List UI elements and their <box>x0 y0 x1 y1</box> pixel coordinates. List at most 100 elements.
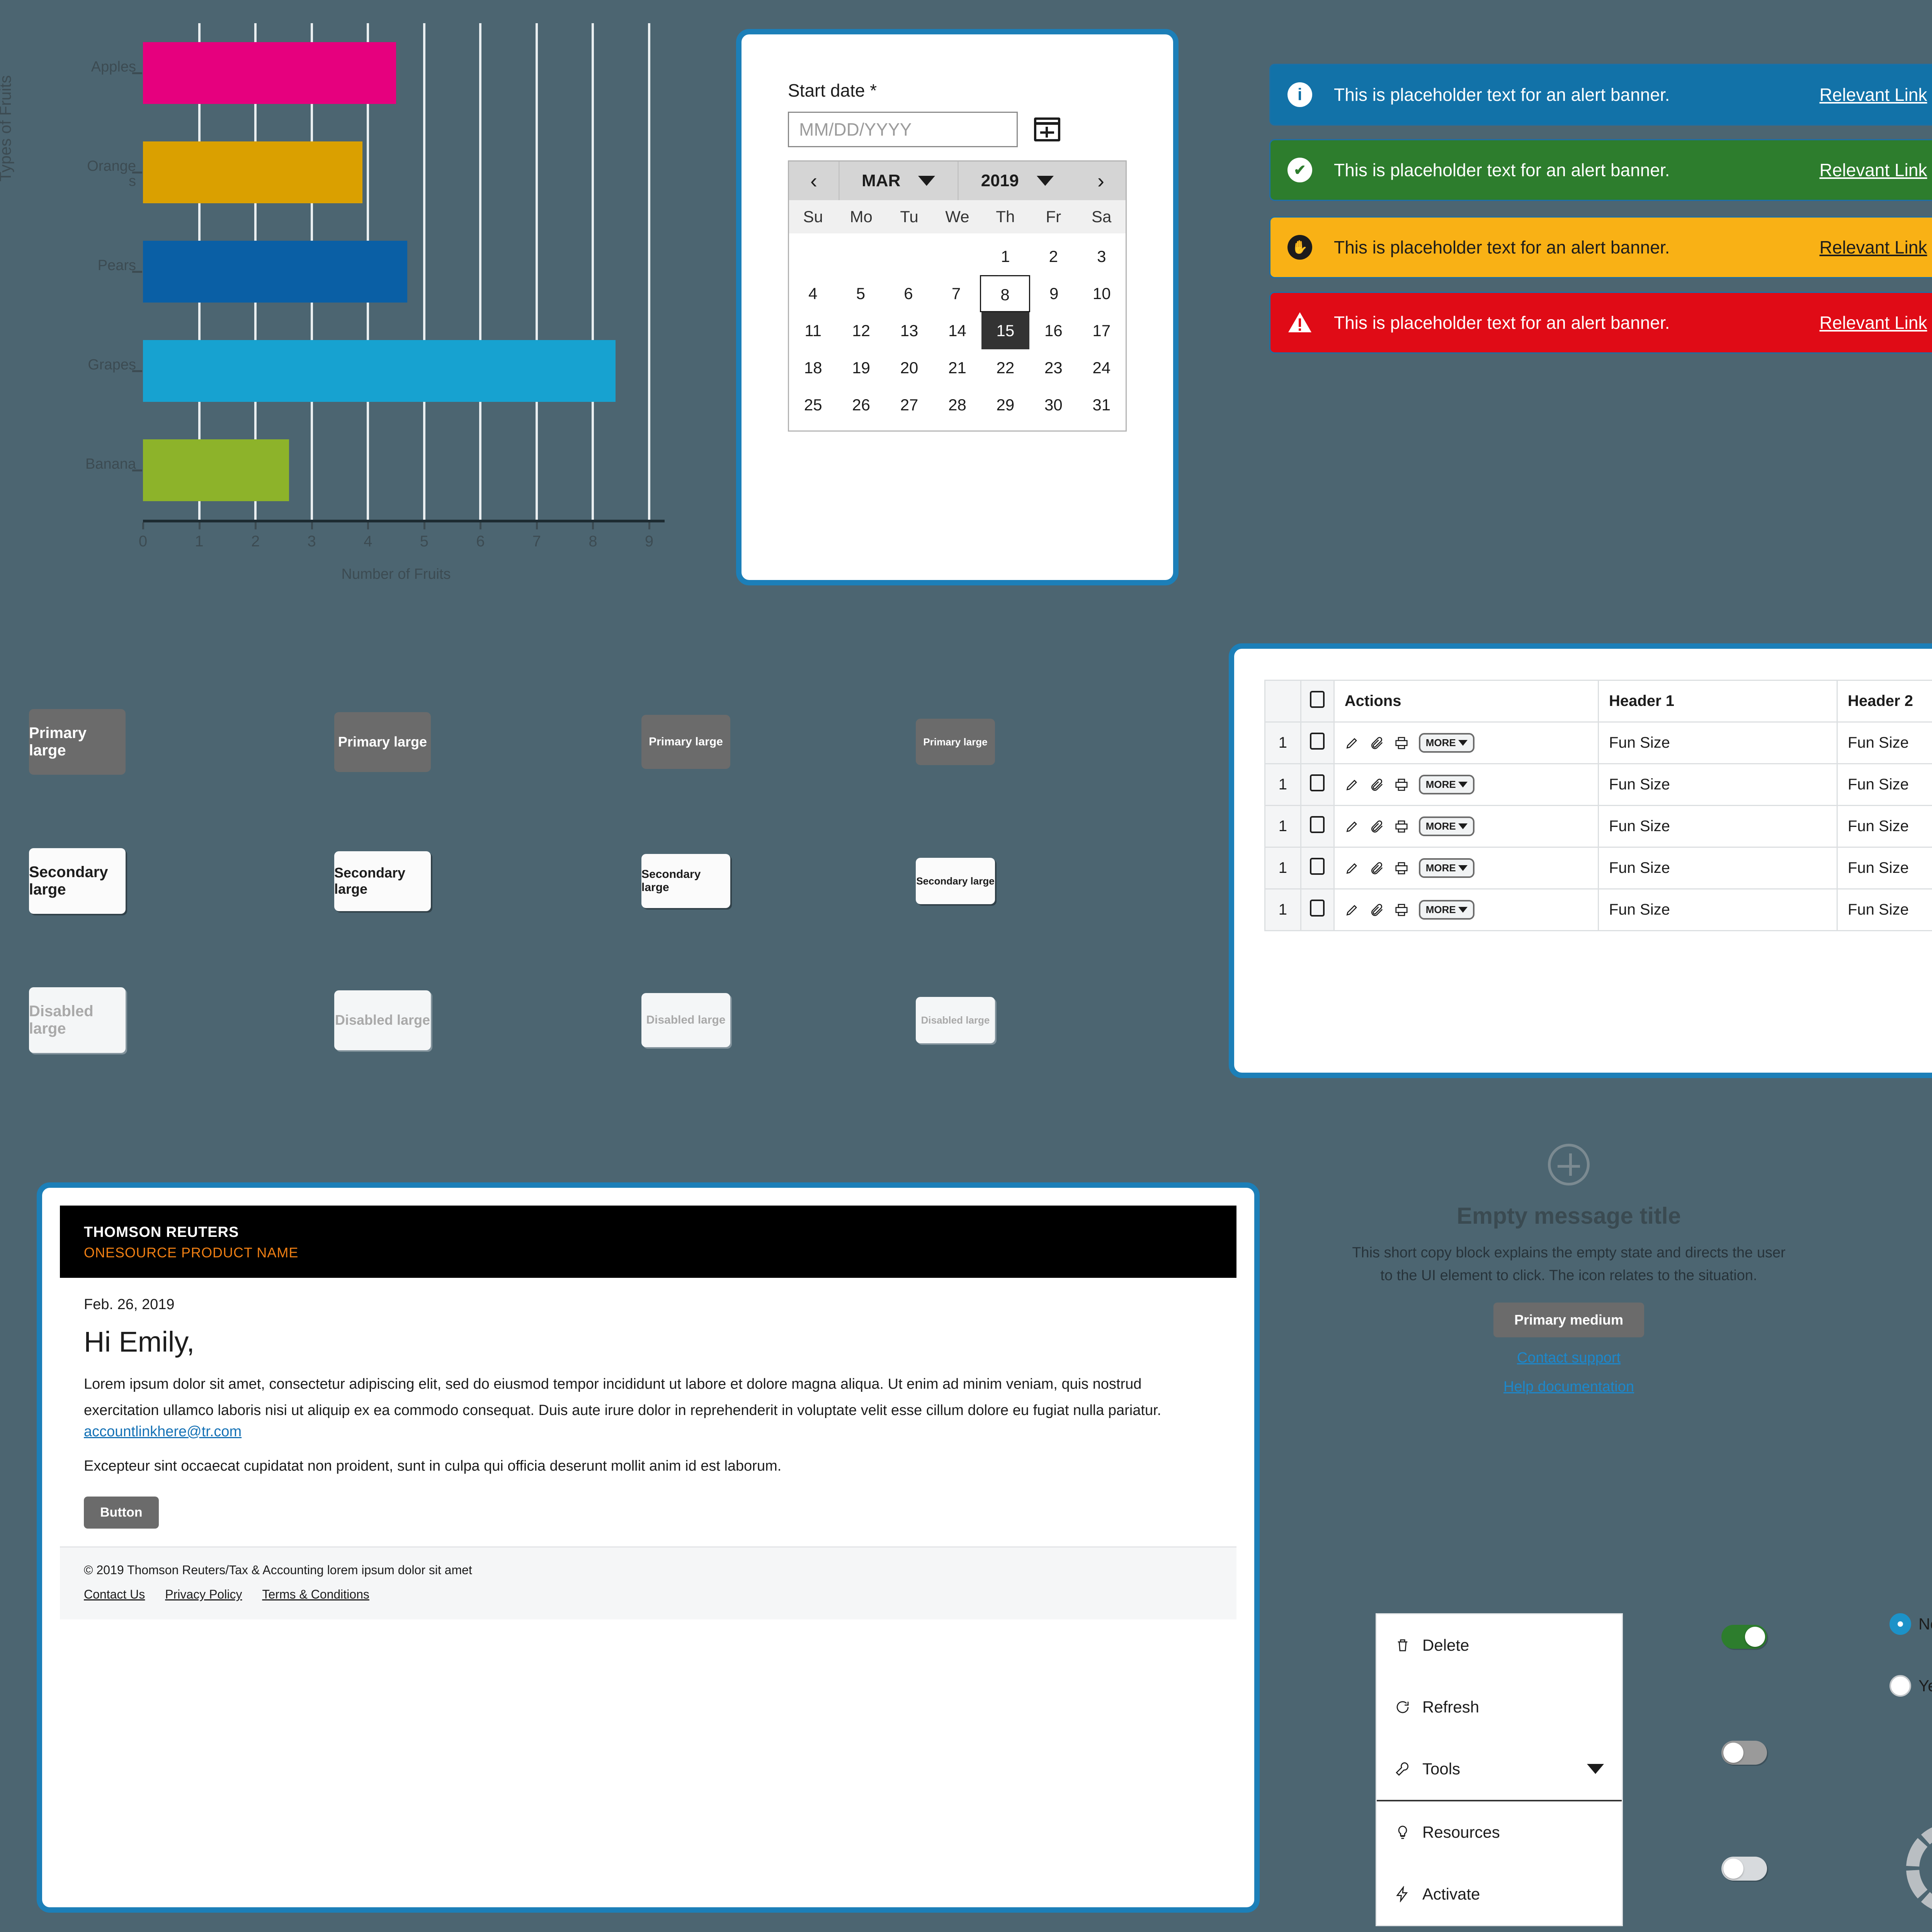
row-checkbox-cell[interactable] <box>1300 721 1335 764</box>
more-dropdown-button[interactable]: MORE <box>1418 733 1475 753</box>
calendar-day-4[interactable]: 4 <box>808 284 818 303</box>
edit-icon[interactable] <box>1345 777 1359 792</box>
calendar-day-9[interactable]: 9 <box>1049 284 1059 303</box>
primary-large-button-0[interactable]: Primary large <box>29 709 126 775</box>
attach-icon[interactable] <box>1369 819 1384 834</box>
toggle-switch-disabled[interactable] <box>1721 1857 1767 1881</box>
row-checkbox[interactable] <box>1310 774 1325 791</box>
contact-support-link[interactable]: Contact support <box>1517 1349 1621 1366</box>
calendar-day-29[interactable]: 29 <box>996 396 1015 414</box>
empty-state-cta-button[interactable]: Primary medium <box>1493 1302 1645 1337</box>
footer-link-privacy-policy[interactable]: Privacy Policy <box>165 1587 242 1601</box>
calendar-day-11[interactable]: 11 <box>804 321 822 340</box>
more-dropdown-button[interactable]: MORE <box>1418 858 1475 878</box>
primary-large-button-2[interactable]: Primary large <box>641 715 730 769</box>
row-checkbox[interactable] <box>1310 899 1325 917</box>
more-dropdown-button[interactable]: MORE <box>1418 816 1475 836</box>
calendar-month-select[interactable]: MAR <box>838 162 957 200</box>
secondary-large-button-0[interactable]: Secondary large <box>29 848 126 914</box>
calendar-day-31[interactable]: 31 <box>1092 396 1111 414</box>
print-icon[interactable] <box>1394 736 1409 750</box>
calendar-day-26[interactable]: 26 <box>852 396 870 414</box>
menu-item-delete[interactable]: Delete <box>1377 1614 1622 1676</box>
more-dropdown-button[interactable]: MORE <box>1418 900 1475 920</box>
calendar-day-19[interactable]: 19 <box>852 359 870 377</box>
edit-icon[interactable] <box>1345 736 1359 750</box>
radio-no[interactable] <box>1889 1613 1911 1635</box>
calendar-day-2[interactable]: 2 <box>1049 247 1058 265</box>
calendar-day-6[interactable]: 6 <box>904 284 913 303</box>
calendar-year-select[interactable]: 2019 <box>957 162 1076 200</box>
calendar-day-16[interactable]: 16 <box>1044 321 1063 340</box>
calendar-day-28[interactable]: 28 <box>948 396 966 414</box>
email-cta-button[interactable]: Button <box>84 1496 159 1529</box>
calendar-day-23[interactable]: 23 <box>1044 359 1063 377</box>
help-documentation-link[interactable]: Help documentation <box>1503 1378 1634 1395</box>
edit-icon[interactable] <box>1345 861 1359 876</box>
calendar-day-1[interactable]: 1 <box>1001 247 1010 265</box>
menu-item-tools[interactable]: Tools <box>1377 1738 1622 1800</box>
attach-icon[interactable] <box>1369 736 1384 750</box>
attach-icon[interactable] <box>1369 777 1384 792</box>
select-all-checkbox[interactable] <box>1310 690 1325 708</box>
attach-icon[interactable] <box>1369 903 1384 917</box>
calendar-day-22[interactable]: 22 <box>996 359 1015 377</box>
calendar-day-7[interactable]: 7 <box>951 284 961 303</box>
menu-item-resources[interactable]: Resources <box>1377 1801 1622 1863</box>
alert-relevant-link[interactable]: Relevant Link <box>1819 160 1927 180</box>
calendar-day-15[interactable]: 15 <box>981 312 1030 349</box>
calendar-day-8[interactable]: 8 <box>980 275 1030 312</box>
calendar-day-14[interactable]: 14 <box>948 321 966 340</box>
row-checkbox[interactable] <box>1310 816 1325 833</box>
primary-large-button-1[interactable]: Primary large <box>334 712 431 772</box>
calendar-day-17[interactable]: 17 <box>1092 321 1111 340</box>
calendar-day-13[interactable]: 13 <box>900 321 918 340</box>
row-checkbox-cell[interactable] <box>1300 763 1335 806</box>
toggle-switch-off[interactable] <box>1721 1741 1767 1765</box>
calendar-day-25[interactable]: 25 <box>804 396 822 414</box>
print-icon[interactable] <box>1394 777 1409 792</box>
menu-item-refresh[interactable]: Refresh <box>1377 1676 1622 1738</box>
calendar-day-18[interactable]: 18 <box>804 359 822 377</box>
calendar-day-grid[interactable]: 1 2 3 4 5 6 7 8 9 10 11 12 13 14 15 16 17 18 19 20 21 22 23 24 2… <box>789 233 1126 430</box>
row-checkbox-cell[interactable] <box>1300 805 1335 848</box>
print-icon[interactable] <box>1394 861 1409 876</box>
select-all-header[interactable] <box>1300 680 1335 723</box>
row-checkbox[interactable] <box>1310 857 1325 875</box>
calendar-next-button[interactable]: › <box>1097 169 1104 192</box>
calendar-day-24[interactable]: 24 <box>1092 359 1111 377</box>
attach-icon[interactable] <box>1369 861 1384 876</box>
start-date-input[interactable]: MM/DD/YYYY <box>788 112 1018 147</box>
row-checkbox-cell[interactable] <box>1300 847 1335 889</box>
secondary-large-button-3[interactable]: Secondary large <box>916 858 995 904</box>
footer-link-terms-conditions[interactable]: Terms & Conditions <box>262 1587 369 1601</box>
row-checkbox-cell[interactable] <box>1300 888 1335 931</box>
calendar-icon[interactable] <box>1034 117 1060 141</box>
print-icon[interactable] <box>1394 903 1409 917</box>
calendar-day-27[interactable]: 27 <box>900 396 918 414</box>
radio-yes[interactable] <box>1889 1675 1911 1697</box>
calendar-day-21[interactable]: 21 <box>948 359 966 377</box>
calendar-day-3[interactable]: 3 <box>1097 247 1106 265</box>
edit-icon[interactable] <box>1345 903 1359 917</box>
alert-relevant-link[interactable]: Relevant Link <box>1819 85 1927 105</box>
toggle-switch-on[interactable] <box>1721 1625 1767 1649</box>
menu-item-activate[interactable]: Activate <box>1377 1863 1622 1925</box>
calendar-day-5[interactable]: 5 <box>856 284 866 303</box>
calendar-day-10[interactable]: 10 <box>1092 284 1111 303</box>
email-account-link[interactable]: accountlinkhere@tr.com <box>84 1423 242 1440</box>
calendar-day-30[interactable]: 30 <box>1044 396 1063 414</box>
row-checkbox[interactable] <box>1310 732 1325 750</box>
alert-relevant-link[interactable]: Relevant Link <box>1819 313 1927 333</box>
alert-relevant-link[interactable]: Relevant Link <box>1819 237 1927 257</box>
calendar-prev-button[interactable]: ‹ <box>810 169 817 192</box>
more-dropdown-button[interactable]: MORE <box>1418 775 1475 794</box>
calendar-day-12[interactable]: 12 <box>852 321 870 340</box>
secondary-large-button-2[interactable]: Secondary large <box>641 854 730 908</box>
calendar-day-20[interactable]: 20 <box>900 359 918 377</box>
